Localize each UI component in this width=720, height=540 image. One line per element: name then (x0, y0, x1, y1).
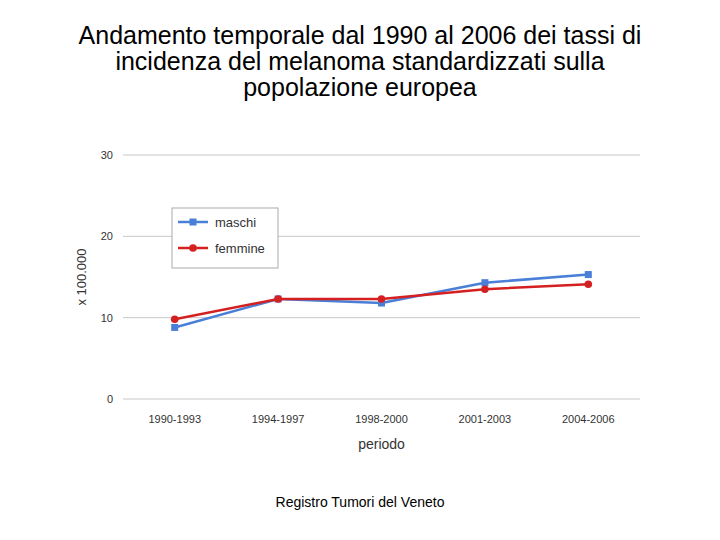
grid-line (123, 399, 640, 400)
y-axis-label: x 100.000 (74, 248, 89, 305)
series-line (175, 284, 589, 319)
grid-line (123, 155, 640, 156)
legend-label: maschi (215, 215, 256, 230)
data-point (274, 295, 282, 303)
data-point (171, 324, 178, 331)
y-tick-label: 20 (101, 230, 113, 242)
x-tick-label: 1990-1993 (148, 413, 201, 425)
data-point (171, 315, 179, 323)
title: Andamento temporale dal 1990 al 2006 dei… (60, 22, 660, 100)
x-axis-label: periodo (358, 436, 405, 452)
legend: maschi femmine (172, 208, 278, 268)
data-point (585, 271, 592, 278)
legend-label: femmine (215, 241, 265, 256)
legend-box (172, 208, 278, 268)
y-tick-label: 0 (107, 393, 113, 405)
plot-area (171, 271, 592, 331)
data-point (585, 281, 593, 289)
series-line (175, 275, 589, 328)
y-tick-label: 30 (101, 149, 113, 161)
grid-line (123, 317, 640, 318)
source: Registro Tumori del Veneto (0, 494, 720, 510)
x-tick-label: 2004-2006 (562, 413, 615, 425)
x-tick-label: 2001-2003 (459, 413, 512, 425)
data-point (378, 295, 386, 303)
legend-marker (189, 244, 197, 252)
x-tick-label: 1998-2000 (355, 413, 408, 425)
data-point (481, 285, 489, 293)
legend-marker (190, 219, 197, 226)
x-tick-label: 1994-1997 (252, 413, 305, 425)
data-point (275, 295, 282, 302)
y-tick-label: 10 (101, 312, 113, 324)
data-point (481, 279, 488, 286)
